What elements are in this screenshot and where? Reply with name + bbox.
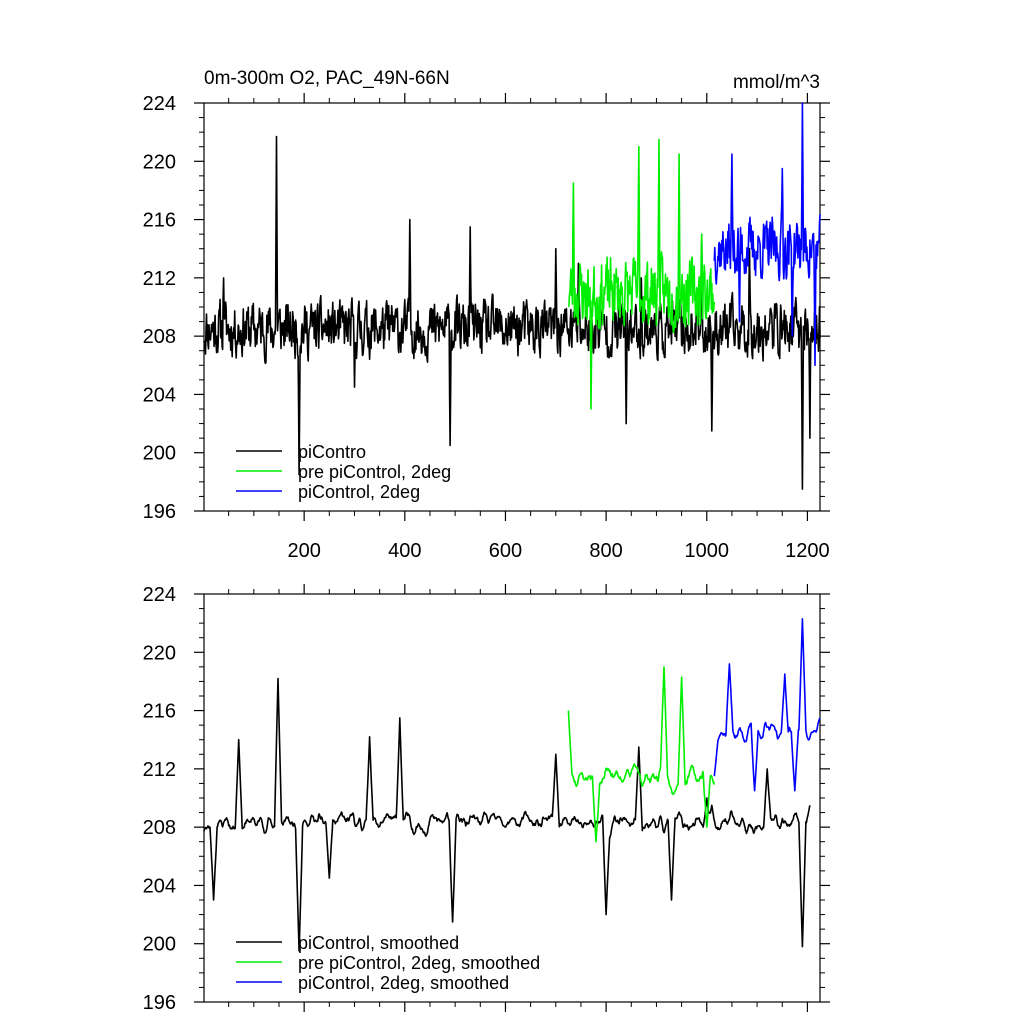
top-plot-frame <box>203 102 821 512</box>
top-axis-ticks: 196 200 204 208 212 216 220 224 200 400 600 800 1000… <box>143 93 830 562</box>
legend-label-picontrol-smoothed: piControl, smoothed <box>298 933 459 953</box>
y-tick-label: 212 <box>143 759 176 781</box>
x-tick-label: 400 <box>388 540 421 562</box>
bottom-axis-ticks: 196 200 204 208 212 216 220 224 <box>143 584 830 1014</box>
y-tick-label: 224 <box>143 584 176 606</box>
legend-label-pre-2deg: pre piControl, 2deg <box>298 462 451 482</box>
y-tick-label: 224 <box>143 93 176 115</box>
y-tick-label: 196 <box>143 501 176 523</box>
y-tick-label: 208 <box>143 326 176 348</box>
series-line-pre-picontrol-2deg <box>568 138 716 410</box>
y-tick-label: 216 <box>143 210 176 232</box>
series-line-picontrol <box>203 135 821 490</box>
legend-label-picontrol: piContro <box>298 442 366 462</box>
series-line-pre-picontrol-2deg-smoothed <box>567 666 716 843</box>
y-tick-label: 200 <box>143 934 176 956</box>
y-tick-label: 196 <box>143 992 176 1014</box>
legend-label-picontrol-2deg: piControl, 2deg <box>298 482 420 502</box>
y-tick-label: 200 <box>143 443 176 465</box>
legend-label-picontrol-2deg-smoothed: piControl, 2deg, smoothed <box>298 973 509 993</box>
top-legend: piContro pre piControl, 2deg piControl, … <box>236 442 451 502</box>
chart-title: 0m-300m O2, PAC_49N-66N <box>204 68 450 89</box>
y-tick-label: 220 <box>143 642 176 664</box>
y-tick-label: 212 <box>143 268 176 290</box>
x-tick-label: 1000 <box>685 540 730 562</box>
bottom-legend: piControl, smoothed pre piControl, 2deg,… <box>236 933 540 993</box>
bottom-plot-frame <box>203 593 821 1003</box>
legend-label-pre-2deg-smoothed: pre piControl, 2deg, smoothed <box>298 953 540 973</box>
top-panel: 0m-300m O2, PAC_49N-66N mmol/m^3 196 200 2… <box>143 68 830 562</box>
y-tick-label: 220 <box>143 151 176 173</box>
x-tick-label: 200 <box>287 540 320 562</box>
series-line-picontrol-smoothed <box>203 677 811 952</box>
y-tick-label: 216 <box>143 701 176 723</box>
x-tick-label: 800 <box>589 540 622 562</box>
series-line-picontrol-2deg <box>713 102 821 367</box>
y-tick-label: 204 <box>143 875 176 897</box>
y-tick-label: 204 <box>143 384 176 406</box>
y-tick-label: 208 <box>143 817 176 839</box>
series-line-picontrol-2deg-smoothed <box>713 618 821 792</box>
x-tick-label: 1200 <box>785 540 830 562</box>
x-tick-label: 600 <box>489 540 522 562</box>
top-series-layer <box>203 102 821 490</box>
units-label: mmol/m^3 <box>733 72 820 93</box>
bottom-series-layer <box>203 618 821 952</box>
bottom-panel: 196 200 204 208 212 216 220 224 piControl, smoo… <box>143 584 830 1014</box>
